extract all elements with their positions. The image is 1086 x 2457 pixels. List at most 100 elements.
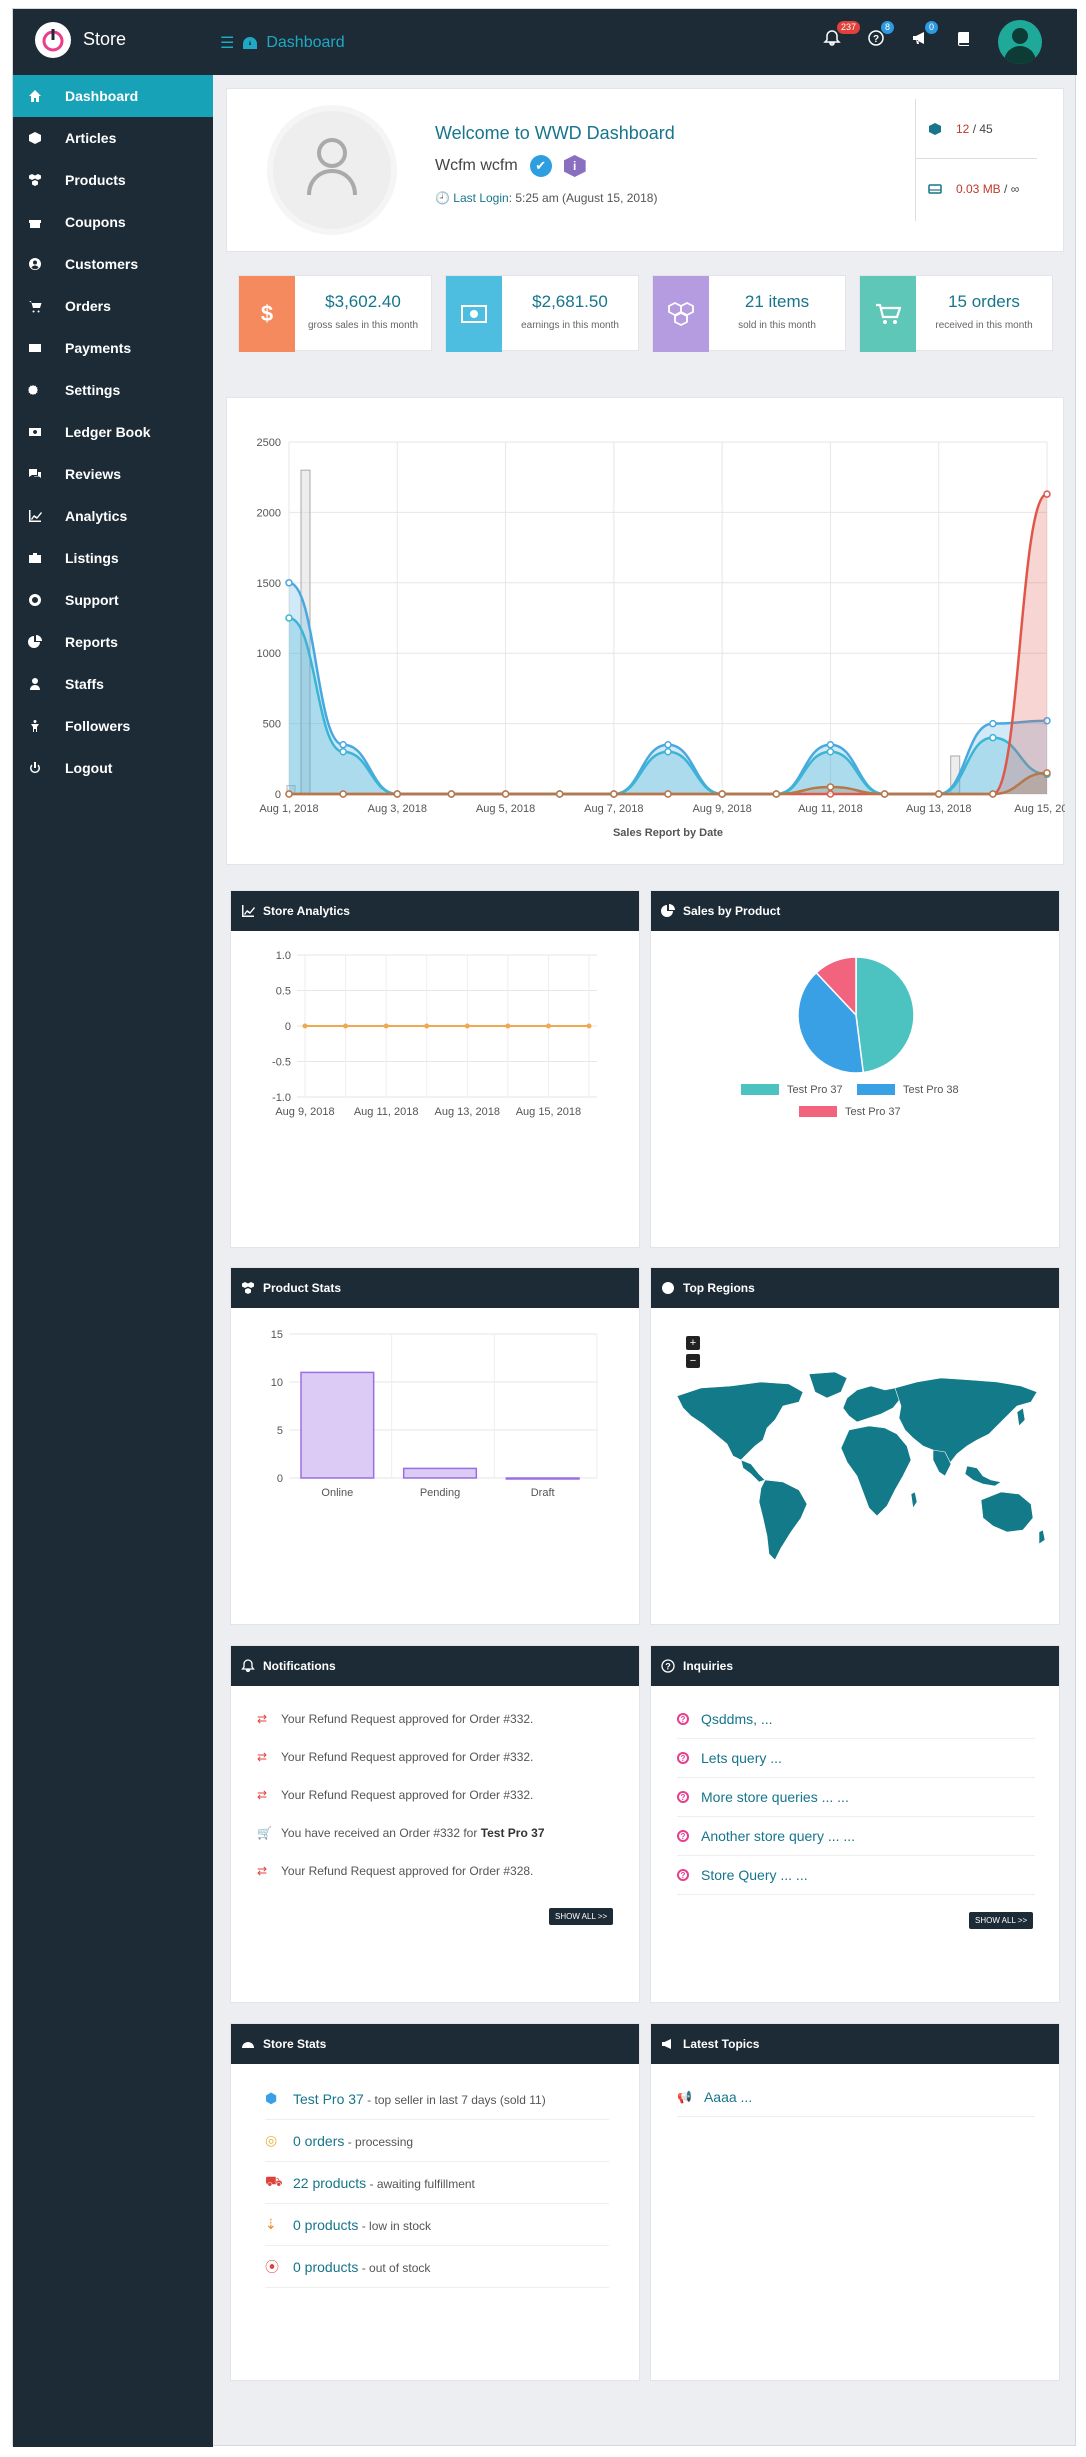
- analytics-point[interactable]: [302, 1023, 308, 1029]
- product-stat-bar[interactable]: [505, 1477, 580, 1480]
- menu-toggle-icon[interactable]: ☰: [220, 35, 235, 52]
- gross-sales-value[interactable]: $3,602.40: [325, 292, 401, 311]
- sales-point[interactable]: [664, 740, 672, 749]
- sales-point[interactable]: [339, 790, 347, 798]
- sales-point[interactable]: [826, 740, 835, 749]
- sidebar-item-staffs[interactable]: Staffs: [13, 663, 213, 705]
- sales-point[interactable]: [826, 783, 835, 791]
- sales-point[interactable]: [1043, 490, 1051, 498]
- pie-slice[interactable]: [815, 956, 857, 1017]
- sales-point[interactable]: [610, 790, 618, 798]
- sales-point[interactable]: [339, 740, 347, 749]
- sales-point[interactable]: [664, 748, 672, 756]
- sidebar-item-ledger-book[interactable]: Ledger Book: [13, 411, 213, 453]
- sidebar-item-support[interactable]: Support: [13, 579, 213, 621]
- sales-point[interactable]: [989, 790, 997, 798]
- inquiry-item[interactable]: ? Store Query ... ...: [677, 1856, 1035, 1895]
- notification-item[interactable]: 🛒 You have received an Order #332 for Tes…: [257, 1814, 615, 1852]
- sidebar-item-reports[interactable]: Reports: [13, 621, 213, 663]
- analytics-point[interactable]: [424, 1023, 430, 1029]
- sales-point[interactable]: [664, 790, 672, 798]
- sidebar-item-customers[interactable]: Customers: [13, 243, 213, 285]
- gross-sales-card[interactable]: $ $3,602.40 gross sales in this month: [238, 275, 432, 352]
- sales-point[interactable]: [826, 748, 835, 756]
- inquiries-show-all-button[interactable]: SHOW ALL >>: [969, 1912, 1034, 1929]
- inquiry-item[interactable]: ? Lets query ...: [677, 1739, 1035, 1778]
- pie-slice[interactable]: [797, 971, 865, 1074]
- items-sold-value[interactable]: 21 items: [744, 292, 810, 311]
- sidebar-item-coupons[interactable]: Coupons: [13, 201, 213, 243]
- product-stat-bar[interactable]: [300, 1371, 375, 1479]
- orders-card[interactable]: 15 orders received in this month: [859, 275, 1053, 352]
- inquiry-link[interactable]: More store queries ... ...: [701, 1789, 849, 1805]
- store-stat-link[interactable]: 0 products: [293, 2258, 359, 2275]
- sales-point[interactable]: [1043, 769, 1051, 777]
- sales-point[interactable]: [393, 790, 402, 798]
- sales-point[interactable]: [989, 719, 997, 728]
- sales-point[interactable]: [285, 614, 293, 622]
- sidebar-item-orders[interactable]: Orders: [13, 285, 213, 327]
- topic-link[interactable]: Aaaa ...: [703, 2089, 753, 2105]
- notifications-bell[interactable]: 237: [823, 21, 867, 55]
- analytics-point[interactable]: [343, 1023, 349, 1029]
- sidebar-item-listings[interactable]: Listings: [13, 537, 213, 579]
- map-zoom-in-button[interactable]: +: [686, 1336, 700, 1350]
- store-title[interactable]: Store: [83, 29, 127, 49]
- sidebar-item-settings[interactable]: Settings: [13, 369, 213, 411]
- sidebar-item-reviews[interactable]: Reviews: [13, 453, 213, 495]
- inquiry-link[interactable]: Another store query ... ...: [701, 1828, 856, 1844]
- store-stat-link[interactable]: 0 products: [293, 2216, 359, 2233]
- announcements-button[interactable]: 0: [911, 21, 955, 55]
- notification-item[interactable]: ⇄ Your Refund Request approved for Order …: [257, 1852, 615, 1890]
- map-zoom-out-button[interactable]: −: [686, 1354, 700, 1368]
- sidebar-item-followers[interactable]: Followers: [13, 705, 213, 747]
- inquiry-item[interactable]: ? More store queries ... ...: [677, 1778, 1035, 1817]
- breadcrumb[interactable]: ☰ Dashboard: [220, 33, 345, 53]
- sales-point[interactable]: [989, 733, 997, 742]
- sidebar-item-logout[interactable]: Logout: [13, 747, 213, 789]
- analytics-point[interactable]: [545, 1023, 551, 1029]
- sidebar-item-dashboard[interactable]: Dashboard: [13, 75, 213, 117]
- sales-point[interactable]: [447, 790, 456, 798]
- store-stat-link[interactable]: 22 products: [293, 2174, 367, 2191]
- sales-point[interactable]: [772, 790, 781, 798]
- inquiry-link[interactable]: Store Query ... ...: [701, 1867, 808, 1883]
- sales-point[interactable]: [1043, 717, 1051, 725]
- notification-item[interactable]: ⇄ Your Refund Request approved for Order …: [257, 1738, 615, 1776]
- earnings-value[interactable]: $2,681.50: [532, 292, 608, 311]
- inquiry-link[interactable]: Qsddms, ...: [701, 1711, 773, 1727]
- sales-point[interactable]: [555, 790, 564, 798]
- pie-slice[interactable]: [855, 956, 915, 1074]
- sidebar-item-articles[interactable]: Articles: [13, 117, 213, 159]
- inquiry-item[interactable]: ? Qsddms, ...: [677, 1700, 1035, 1739]
- inquiry-item[interactable]: ? Another store query ... ...: [677, 1817, 1035, 1856]
- inquiry-link[interactable]: Lets query ...: [701, 1750, 782, 1766]
- product-stat-bar[interactable]: [402, 1467, 478, 1479]
- sales-point[interactable]: [285, 579, 293, 587]
- sales-point[interactable]: [880, 790, 889, 798]
- help-button[interactable]: ? 8: [867, 21, 911, 55]
- items-sold-card[interactable]: 21 items sold in this month: [652, 275, 846, 352]
- sidebar-item-products[interactable]: Products: [13, 159, 213, 201]
- analytics-point[interactable]: [505, 1023, 511, 1029]
- sidebar-item-analytics[interactable]: Analytics: [13, 495, 213, 537]
- store-stat-link[interactable]: 0 orders: [293, 2132, 345, 2149]
- orders-value[interactable]: 15 orders: [948, 292, 1020, 311]
- sales-point[interactable]: [339, 748, 347, 756]
- sales-point[interactable]: [501, 790, 510, 798]
- knowledgebase-button[interactable]: [955, 29, 999, 55]
- breadcrumb-label[interactable]: Dashboard: [266, 34, 345, 51]
- sales-point[interactable]: [826, 790, 835, 798]
- earnings-card[interactable]: $2,681.50 earnings in this month: [445, 275, 639, 352]
- notifications-show-all-button[interactable]: SHOW ALL >>: [549, 1908, 614, 1925]
- store-stat-link[interactable]: Test Pro 37: [293, 2090, 364, 2107]
- store-logo[interactable]: [35, 22, 71, 58]
- sales-point[interactable]: [285, 790, 293, 798]
- analytics-point[interactable]: [464, 1023, 470, 1029]
- analytics-point[interactable]: [586, 1023, 592, 1029]
- notification-item[interactable]: ⇄ Your Refund Request approved for Order …: [257, 1776, 615, 1814]
- analytics-point[interactable]: [383, 1023, 389, 1029]
- sales-point[interactable]: [718, 790, 726, 798]
- user-avatar[interactable]: [998, 20, 1042, 64]
- world-map[interactable]: [671, 1368, 1051, 1568]
